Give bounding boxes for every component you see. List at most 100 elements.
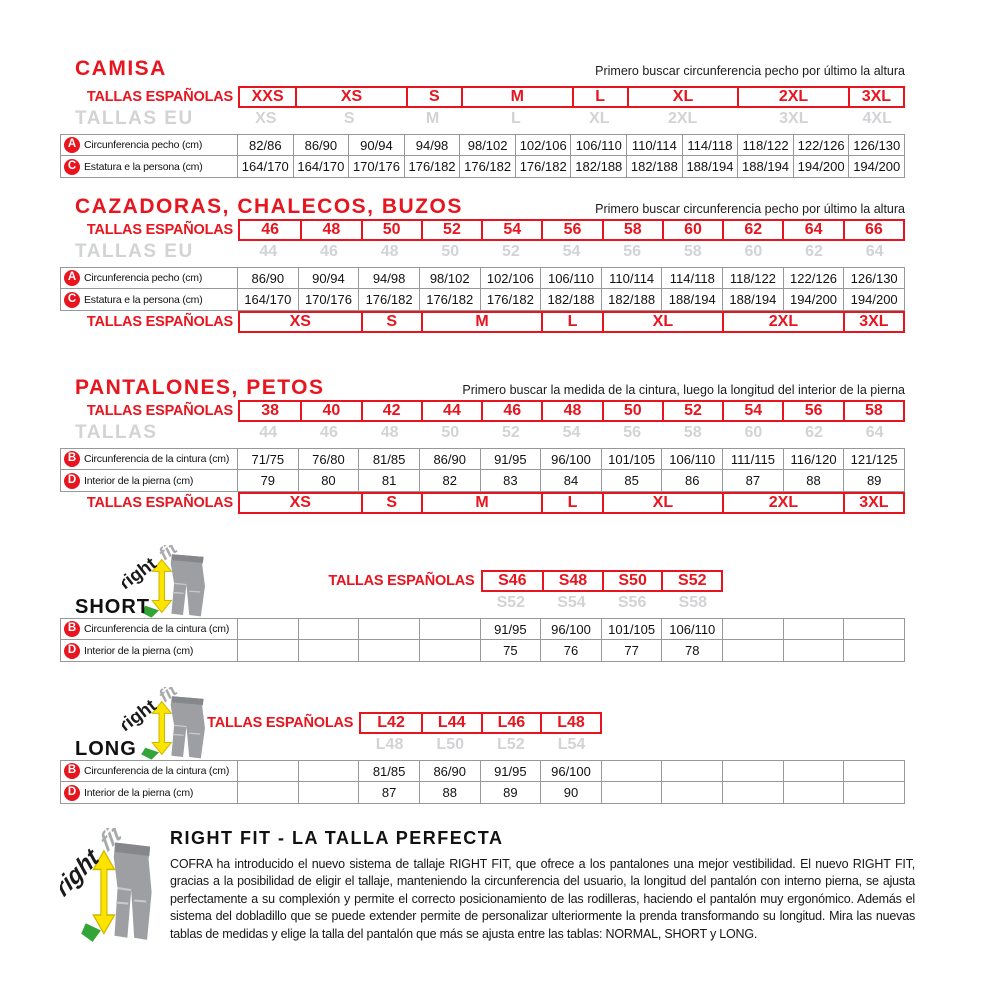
value-cell: 106/110 bbox=[541, 267, 602, 289]
value-cell bbox=[844, 618, 905, 640]
row-values: 164/170 164/170 170/176 176/182 176/182 176/1… bbox=[238, 156, 905, 178]
eu-size-cell: 62 bbox=[805, 243, 823, 260]
tallas-eu-label: TALLAS EU bbox=[75, 241, 194, 262]
eu-size-cell: 48 bbox=[380, 424, 399, 441]
eu-size-cell: 60 bbox=[744, 243, 763, 260]
value-cell: 164/170 bbox=[293, 156, 350, 178]
value-cell: 176/182 bbox=[460, 156, 516, 178]
value-cell: 96/100 bbox=[541, 448, 602, 470]
value-cell: 194/200 bbox=[849, 156, 905, 178]
es-size-cell: 50 bbox=[360, 221, 421, 239]
value-cell: 91/95 bbox=[480, 618, 542, 640]
row-label: Circunferencia de la cintura (cm) bbox=[84, 765, 230, 777]
section-camisa: CAMISA Primero buscar circunferencia pec… bbox=[60, 55, 905, 178]
value-cell: 170/176 bbox=[349, 156, 405, 178]
letter-size-cell: 3XL bbox=[842, 313, 903, 331]
value-cell bbox=[238, 640, 299, 662]
value-cell bbox=[662, 782, 724, 804]
value-cell bbox=[723, 618, 784, 640]
value-cell: 91/95 bbox=[480, 760, 542, 782]
row-values: 79 80 81 82 83 84 85 86 87 88 89 bbox=[238, 470, 905, 492]
eu-sizes-bar: 44 46 48 50 52 54 56 58 60 62 64 bbox=[238, 422, 905, 444]
eu-sizes-bar: XS S M L XL 2XL 3XL 4XL bbox=[238, 108, 905, 130]
es-sizes-header-row: TALLAS ESPAÑOLAS 38 40 42 44 46 48 50 52 54 56 58 bbox=[60, 400, 905, 422]
row-values: 71/75 76/80 81/85 86/90 91/95 96/100 101/105 10… bbox=[238, 448, 905, 470]
value-cell: 79 bbox=[238, 470, 299, 492]
measure-d-icon: D bbox=[64, 784, 80, 801]
es-size-cell: 54 bbox=[722, 402, 782, 420]
value-cell: 118/122 bbox=[738, 134, 794, 156]
eu-size-cell: 50 bbox=[441, 424, 460, 441]
letter-size-cell: M bbox=[420, 313, 542, 331]
letter-size-cell: M bbox=[420, 494, 542, 512]
logo-word-right: right bbox=[122, 696, 160, 735]
value-cell: 176/182 bbox=[419, 289, 481, 311]
es-sizes-header-row: TALLAS ESPAÑOLAS S46 S48 S50 S52 bbox=[60, 570, 905, 592]
value-cell bbox=[783, 618, 845, 640]
value-cell: 111/115 bbox=[723, 448, 784, 470]
updown-arrow bbox=[151, 558, 173, 614]
section-long: right fit LONG TALLAS ESPAÑOLAS L42 L44 L4… bbox=[60, 687, 905, 804]
row-header: C Estatura e la persona (cm) bbox=[60, 156, 238, 178]
table-row-inseam: D Interior de la pierna (cm) 79 80 81 82 83 8… bbox=[60, 470, 905, 492]
value-cell bbox=[298, 640, 360, 662]
row-label: Interior de la pierna (cm) bbox=[84, 786, 194, 799]
value-cell: 170/176 bbox=[298, 289, 360, 311]
value-cell: 90/94 bbox=[349, 134, 405, 156]
value-cell bbox=[844, 640, 905, 662]
value-cell: 164/170 bbox=[238, 289, 299, 311]
section-pantalones: PANTALONES, PETOS Primero buscar la medi… bbox=[60, 374, 905, 514]
section-note-pantalones: Primero buscar la medida de la cintura, … bbox=[462, 382, 905, 397]
tallas-espanolas-label: TALLAS ESPAÑOLAS bbox=[207, 715, 354, 731]
value-cell bbox=[723, 640, 784, 662]
value-cell: 176/182 bbox=[480, 289, 542, 311]
eu-size-cell: 54 bbox=[562, 424, 581, 441]
tallas-espanolas-label: TALLAS ESPAÑOLAS bbox=[86, 89, 233, 105]
cazadoras-table: A Circunferencia pecho (cm) 86/90 90/94 94… bbox=[60, 267, 905, 311]
eu-size-cell: 64 bbox=[865, 243, 884, 260]
value-cell: 122/126 bbox=[793, 134, 850, 156]
eu-size-cell: L48 bbox=[375, 736, 404, 753]
letter-sizes-row: TALLAS ESPAÑOLAS XS S M L XL 2XL 3XL bbox=[60, 311, 905, 333]
green-arrow bbox=[81, 923, 101, 942]
value-cell: 91/95 bbox=[480, 448, 542, 470]
es-sizes-bar: 46 48 50 52 54 56 58 60 62 64 66 bbox=[238, 219, 905, 241]
trousers-graphic bbox=[170, 696, 205, 759]
value-cell: 90/94 bbox=[298, 267, 360, 289]
row-label: Circunferencia pecho (cm) bbox=[84, 272, 203, 284]
row-values: 75 76 77 78 bbox=[238, 640, 905, 662]
row-header: C Estatura e la persona (cm) bbox=[60, 289, 238, 311]
trousers-graphic bbox=[113, 842, 152, 940]
value-cell: 96/100 bbox=[541, 760, 602, 782]
es-sizes-bar: S46 S48 S50 S52 bbox=[480, 570, 724, 592]
value-cell: 118/122 bbox=[723, 267, 784, 289]
value-cell: 84 bbox=[541, 470, 602, 492]
eu-size-cell: L50 bbox=[436, 736, 464, 753]
es-size-cell: 56 bbox=[541, 221, 601, 239]
value-cell: 81/85 bbox=[359, 448, 420, 470]
value-cell: 188/194 bbox=[682, 156, 739, 178]
value-cell bbox=[601, 782, 663, 804]
value-cell: 98/102 bbox=[460, 134, 516, 156]
tallas-espanolas-label: TALLAS ESPAÑOLAS bbox=[86, 403, 233, 419]
measure-a-icon: A bbox=[64, 137, 80, 153]
value-cell: 102/106 bbox=[515, 134, 572, 156]
letter-size-cell: XS bbox=[289, 313, 311, 330]
es-size-cell: L46 bbox=[480, 714, 541, 732]
value-cell bbox=[298, 618, 360, 640]
row-label: Estatura e la persona (cm) bbox=[84, 293, 203, 306]
eu-size-cell: M bbox=[425, 110, 440, 127]
measure-d-icon: D bbox=[64, 472, 80, 489]
eu-sizes-row: L48 L50 L52 L54 bbox=[60, 734, 905, 756]
table-row-waist: B Circunferencia de la cintura (cm) 71/7… bbox=[60, 448, 905, 470]
value-cell bbox=[844, 782, 905, 804]
letter-sizes-bar: XS S M L XL 2XL 3XL bbox=[238, 492, 905, 514]
table-row-inseam: D Interior de la pierna (cm) 75 76 77 78 bbox=[60, 640, 905, 662]
camisa-table: A Circunferencia pecho (cm) 82/86 86/90 90… bbox=[60, 134, 905, 178]
value-cell: 82 bbox=[419, 470, 481, 492]
value-cell bbox=[238, 618, 299, 640]
letter-size-cell: L bbox=[541, 494, 601, 512]
eu-size-cell: 58 bbox=[683, 243, 702, 260]
value-cell bbox=[359, 618, 420, 640]
measure-b-icon: B bbox=[64, 621, 80, 637]
